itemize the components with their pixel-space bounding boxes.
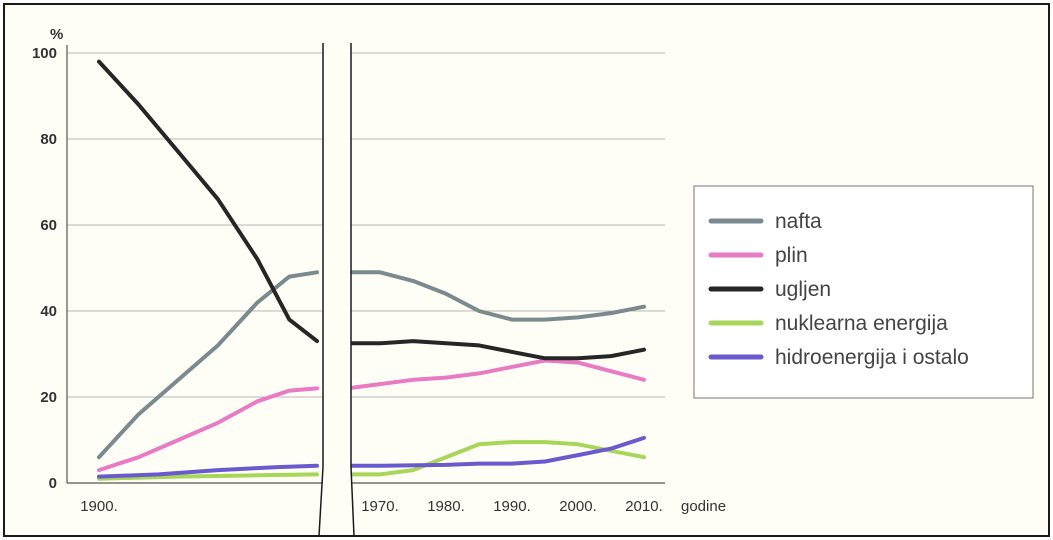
y-tick-label: 20	[40, 389, 57, 406]
x-tick-label: 1970.	[361, 498, 399, 515]
x-axis-unit: godine	[681, 498, 726, 515]
series-line-ugljen-2	[345, 339, 646, 361]
x-tick-label: 1980.	[427, 498, 465, 515]
series-line-ugljen-1	[97, 59, 319, 344]
series-line-plin-1	[97, 386, 319, 473]
y-axis-label: %	[50, 26, 63, 43]
series-line-hidroenergija-i-ostalo-1	[97, 463, 319, 479]
legend-label: plin	[775, 244, 808, 267]
y-tick-label: 0	[49, 475, 57, 492]
series-line-hidroenergija-i-ostalo-2	[345, 435, 646, 468]
axis-break-right-foot	[350, 466, 355, 535]
legend-label: ugljen	[775, 278, 831, 301]
y-tick-label: 40	[40, 303, 57, 320]
x-tick-label: 1900.	[80, 498, 118, 515]
y-tick-label: 100	[32, 45, 57, 62]
chart-frame: 0 20 40 60 80 100% 1900. 1970. 1980. 1990. 2000. 20…	[3, 3, 1050, 537]
x-tick-label: 1990.	[493, 498, 531, 515]
x-tick-label: 2000.	[559, 498, 597, 515]
series-line-nafta-1	[97, 270, 319, 460]
series-line-nuklearna-energija-2	[345, 440, 646, 477]
legend-label: nuklearna energija	[775, 312, 948, 335]
y-tick-label: 60	[40, 217, 57, 234]
y-tick-label: 80	[40, 131, 57, 148]
legend-label: hidroenergija i ostalo	[775, 346, 969, 369]
series-line-nuklearna-energija-1	[97, 472, 319, 481]
axis-break-left-foot	[318, 466, 324, 535]
axis-break-gap	[323, 41, 351, 535]
series-line-plin-2	[345, 358, 646, 391]
x-tick-label: 2010.	[625, 498, 663, 515]
line-chart: 0 20 40 60 80 100% 1900. 1970. 1980. 1990. 2000. 20…	[32, 26, 1034, 535]
legend-label: nafta	[775, 210, 822, 233]
series-line-nafta-2	[345, 270, 646, 322]
